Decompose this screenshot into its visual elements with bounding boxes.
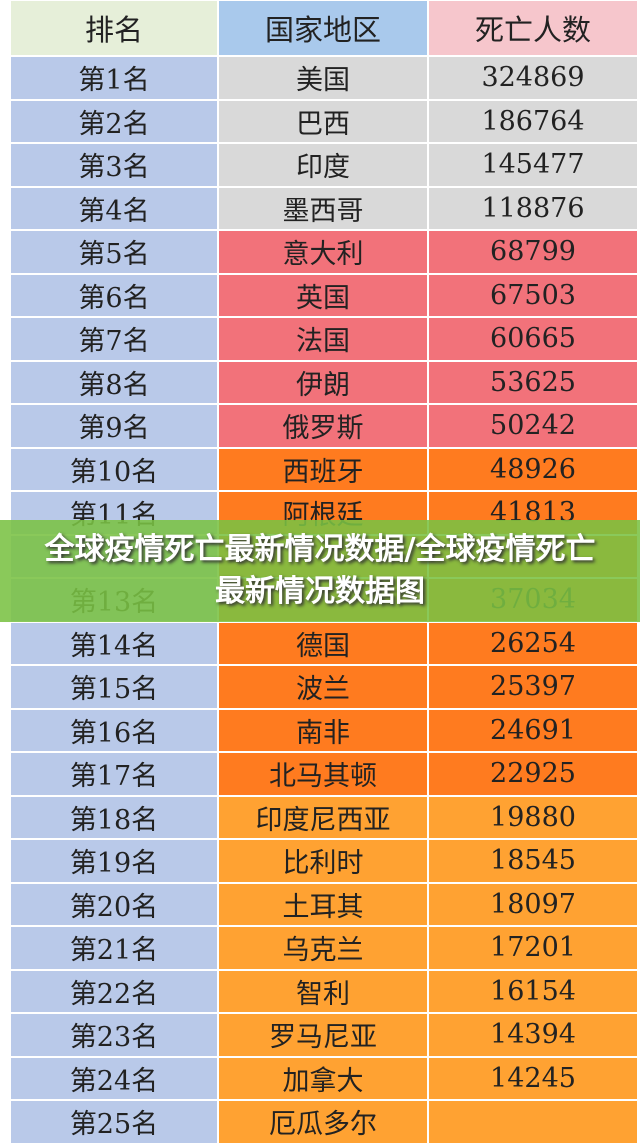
country-cell: 比利时 xyxy=(218,839,428,883)
table-row: 第16名 南非 24691 xyxy=(10,708,638,752)
table-row: 第24名 加拿大 14245 xyxy=(10,1056,638,1100)
rank-cell: 第8名 xyxy=(10,360,218,404)
banner-text: 全球疫情死亡最新情况数据/全球疫情死亡最新情况数据图 xyxy=(44,532,596,609)
rank-cell: 第18名 xyxy=(10,795,218,839)
rank-cell: 第20名 xyxy=(10,882,218,926)
country-cell: 印度尼西亚 xyxy=(218,795,428,839)
deaths-cell: 53625 xyxy=(428,360,638,404)
rank-cell: 第23名 xyxy=(10,1013,218,1057)
country-cell: 西班牙 xyxy=(218,447,428,491)
country-cell: 美国 xyxy=(218,56,428,100)
country-cell: 伊朗 xyxy=(218,360,428,404)
header-cell: 国家地区 xyxy=(218,0,428,56)
header-cell: 死亡人数 xyxy=(428,0,638,56)
table-row: 第2名 巴西 186764 xyxy=(10,99,638,143)
country-cell: 乌克兰 xyxy=(218,926,428,970)
country-cell: 土耳其 xyxy=(218,882,428,926)
deaths-cell: 324869 xyxy=(428,56,638,100)
country-cell: 加拿大 xyxy=(218,1056,428,1100)
banner: 全球疫情死亡最新情况数据/全球疫情死亡最新情况数据图 xyxy=(0,520,640,622)
rank-cell: 第3名 xyxy=(10,143,218,187)
rank-cell: 第15名 xyxy=(10,665,218,709)
table-row: 第1名 美国 324869 xyxy=(10,56,638,100)
table-row: 第3名 印度 145477 xyxy=(10,143,638,187)
deaths-cell: 60665 xyxy=(428,317,638,361)
deaths-cell: 186764 xyxy=(428,99,638,143)
deaths-cell: 19880 xyxy=(428,795,638,839)
rank-cell: 第6名 xyxy=(10,273,218,317)
country-cell: 墨西哥 xyxy=(218,186,428,230)
table-row: 第7名 法国 60665 xyxy=(10,317,638,361)
country-cell: 德国 xyxy=(218,621,428,665)
table-row: 第19名 比利时 18545 xyxy=(10,839,638,883)
table-row: 第25名 厄瓜多尔 xyxy=(10,1100,638,1144)
deaths-cell: 14394 xyxy=(428,1013,638,1057)
rank-cell: 第19名 xyxy=(10,839,218,883)
deaths-cell: 17201 xyxy=(428,926,638,970)
table-row: 第6名 英国 67503 xyxy=(10,273,638,317)
table-row: 第17名 北马其顿 22925 xyxy=(10,752,638,796)
deaths-cell: 67503 xyxy=(428,273,638,317)
country-cell: 波兰 xyxy=(218,665,428,709)
country-cell: 俄罗斯 xyxy=(218,404,428,448)
deaths-cell: 24691 xyxy=(428,708,638,752)
table-row: 第23名 罗马尼亚 14394 xyxy=(10,1013,638,1057)
table-row: 第20名 土耳其 18097 xyxy=(10,882,638,926)
rank-cell: 第21名 xyxy=(10,926,218,970)
rank-cell: 第16名 xyxy=(10,708,218,752)
table-row: 第22名 智利 16154 xyxy=(10,969,638,1013)
table-row: 第18名 印度尼西亚 19880 xyxy=(10,795,638,839)
country-cell: 法国 xyxy=(218,317,428,361)
country-cell: 南非 xyxy=(218,708,428,752)
table-row: 第5名 意大利 68799 xyxy=(10,230,638,274)
table-row: 第15名 波兰 25397 xyxy=(10,665,638,709)
deaths-cell: 50242 xyxy=(428,404,638,448)
deaths-cell: 14245 xyxy=(428,1056,638,1100)
country-cell: 厄瓜多尔 xyxy=(218,1100,428,1144)
rank-cell: 第22名 xyxy=(10,969,218,1013)
header-row: 排名 国家地区 死亡人数 xyxy=(10,0,638,56)
deaths-cell: 68799 xyxy=(428,230,638,274)
country-cell: 英国 xyxy=(218,273,428,317)
deaths-cell: 118876 xyxy=(428,186,638,230)
country-cell: 巴西 xyxy=(218,99,428,143)
deaths-cell: 25397 xyxy=(428,665,638,709)
header-cell: 排名 xyxy=(10,0,218,56)
rank-cell: 第4名 xyxy=(10,186,218,230)
table-row: 第9名 俄罗斯 50242 xyxy=(10,404,638,448)
table-row: 第21名 乌克兰 17201 xyxy=(10,926,638,970)
deaths-cell: 18097 xyxy=(428,882,638,926)
table-row: 第8名 伊朗 53625 xyxy=(10,360,638,404)
deaths-cell: 18545 xyxy=(428,839,638,883)
deaths-cell xyxy=(428,1100,638,1144)
country-cell: 印度 xyxy=(218,143,428,187)
deaths-cell: 22925 xyxy=(428,752,638,796)
rank-cell: 第9名 xyxy=(10,404,218,448)
deaths-cell: 26254 xyxy=(428,621,638,665)
table-row: 第4名 墨西哥 118876 xyxy=(10,186,638,230)
country-cell: 北马其顿 xyxy=(218,752,428,796)
deaths-cell: 48926 xyxy=(428,447,638,491)
rank-cell: 第25名 xyxy=(10,1100,218,1144)
rank-cell: 第5名 xyxy=(10,230,218,274)
rank-cell: 第2名 xyxy=(10,99,218,143)
rank-cell: 第10名 xyxy=(10,447,218,491)
deaths-cell: 145477 xyxy=(428,143,638,187)
country-cell: 智利 xyxy=(218,969,428,1013)
table-row: 第14名 德国 26254 xyxy=(10,621,638,665)
rank-cell: 第17名 xyxy=(10,752,218,796)
rank-cell: 第14名 xyxy=(10,621,218,665)
rank-cell: 第7名 xyxy=(10,317,218,361)
rank-cell: 第1名 xyxy=(10,56,218,100)
country-cell: 意大利 xyxy=(218,230,428,274)
deaths-cell: 16154 xyxy=(428,969,638,1013)
table-row: 第10名 西班牙 48926 xyxy=(10,447,638,491)
rank-cell: 第24名 xyxy=(10,1056,218,1100)
country-cell: 罗马尼亚 xyxy=(218,1013,428,1057)
